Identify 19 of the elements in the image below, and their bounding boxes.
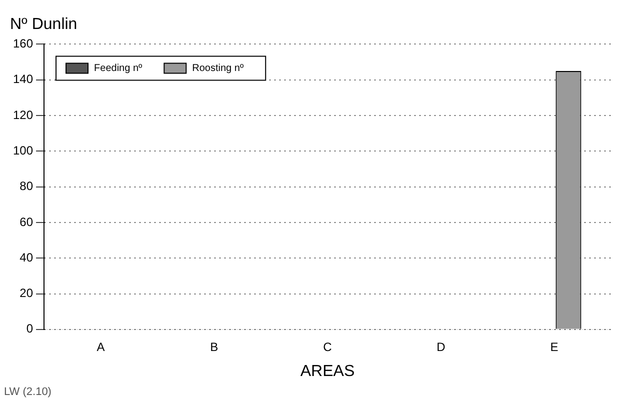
x-tick-label: D <box>436 340 446 354</box>
y-tick-label: 0 <box>26 322 34 336</box>
chart-title: Nº Dunlin <box>10 16 78 34</box>
y-tick-label: 40 <box>20 250 34 264</box>
y-tick-label: 160 <box>12 36 34 51</box>
x-tick-label: E <box>550 340 558 354</box>
y-tick-label: 80 <box>20 179 34 194</box>
x-tick-label: A <box>96 340 105 354</box>
x-tick-label: C <box>323 340 332 354</box>
x-tick-label: B <box>210 340 218 354</box>
x-axis-title: AREAS <box>300 362 355 380</box>
y-tick-label: 120 <box>12 108 34 122</box>
text: LW (2.10) <box>4 386 52 398</box>
y-tick-label: 140 <box>12 72 34 86</box>
y-tick-label: 60 <box>20 214 34 229</box>
legend-label: Roosting nº <box>192 62 244 74</box>
legend-label: Feeding nº <box>94 62 142 74</box>
y-tick-label: 100 <box>12 143 34 158</box>
y-tick-label: 20 <box>20 286 34 300</box>
